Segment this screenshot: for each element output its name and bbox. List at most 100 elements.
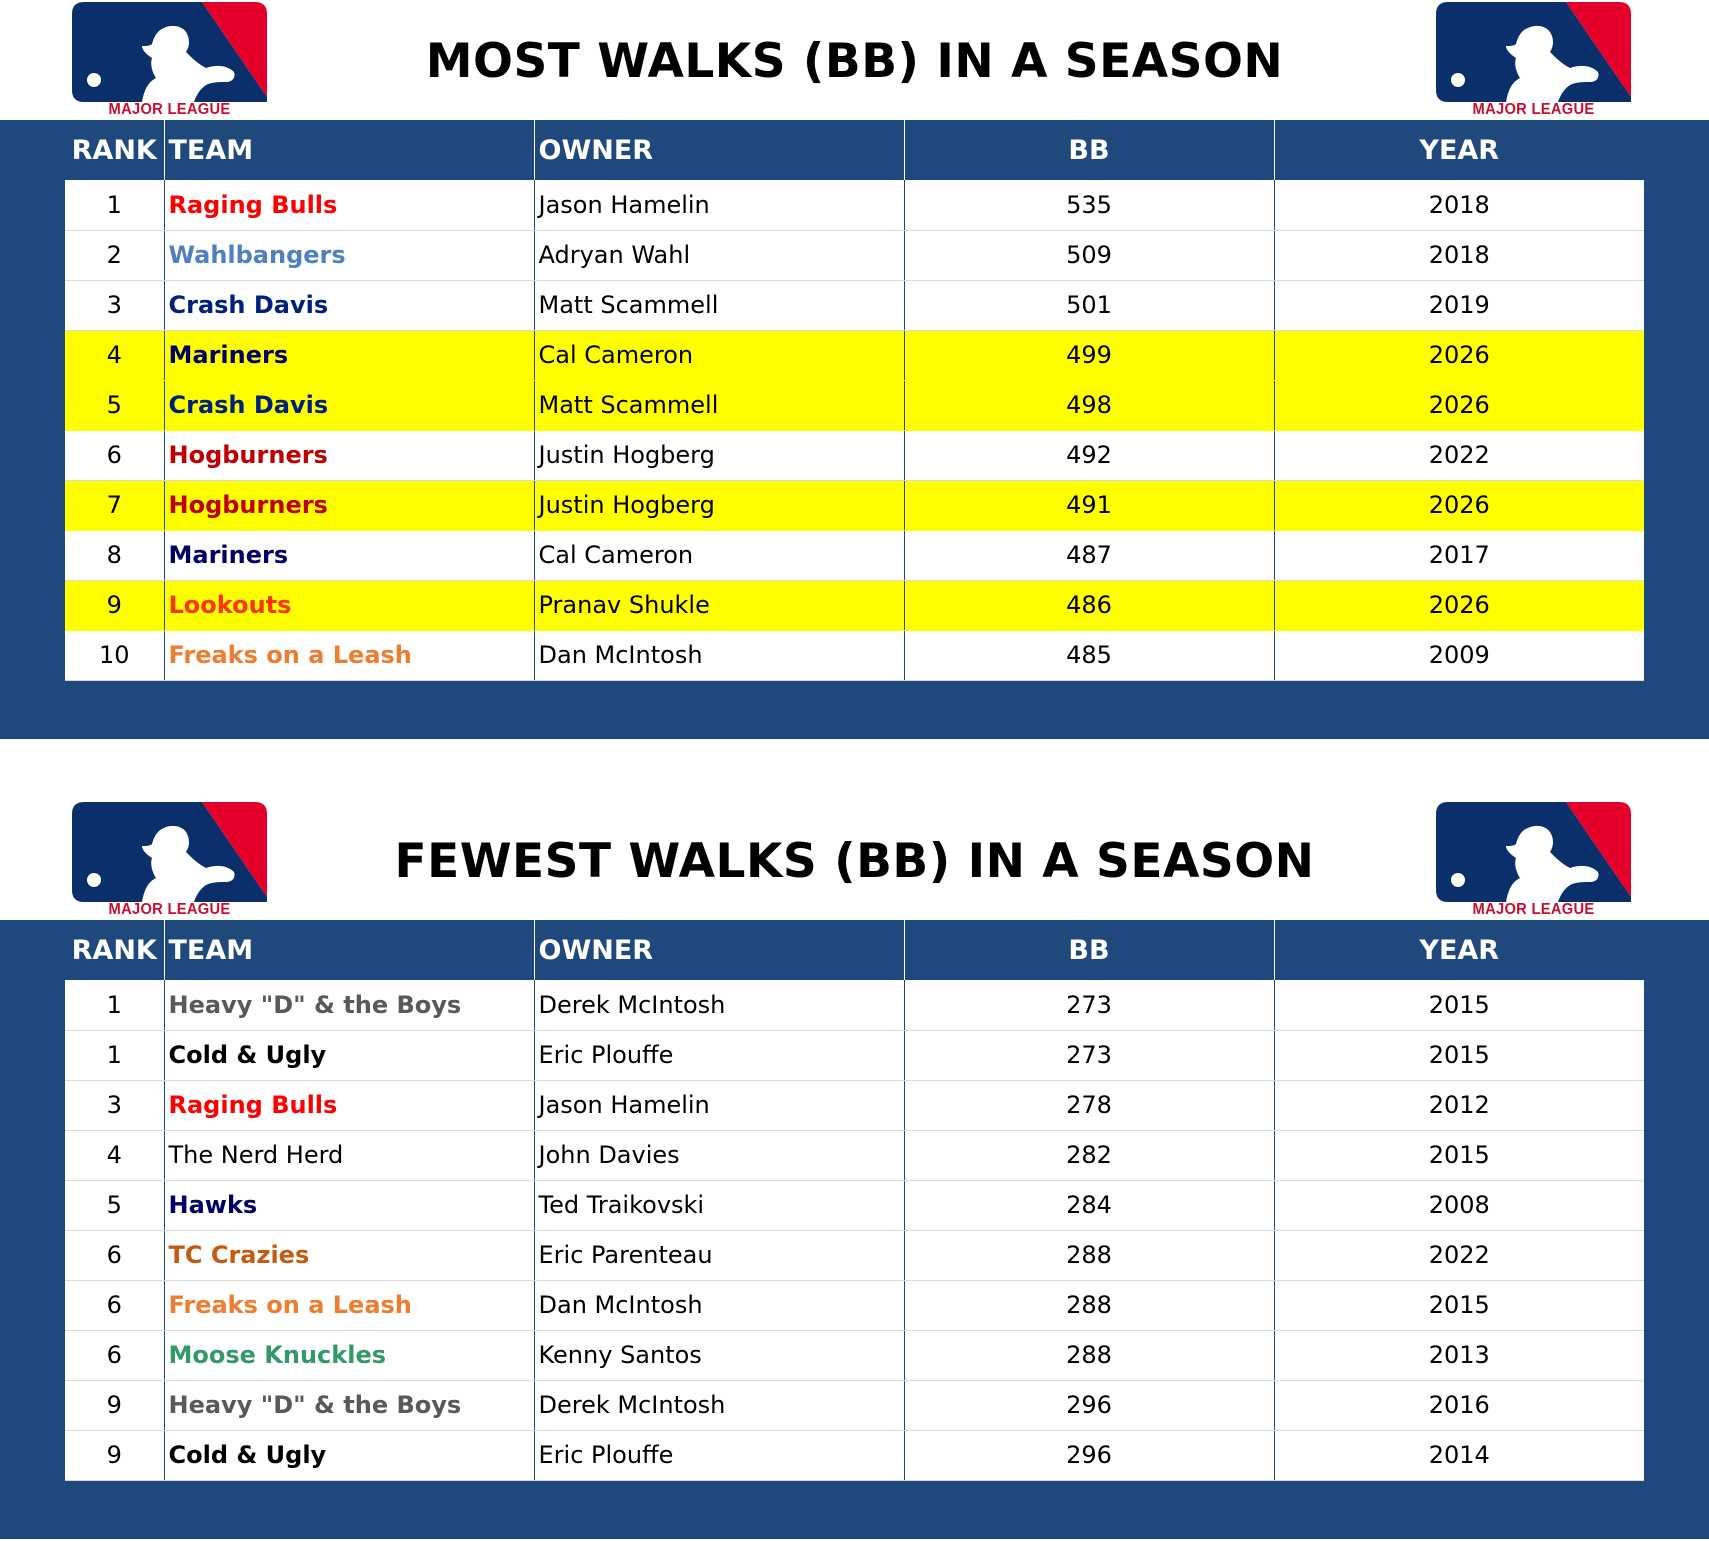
bb-cell: 535 bbox=[903, 180, 1274, 231]
table-row: 9 Cold & Ugly Eric Plouffe 296 2014 bbox=[65, 1430, 1644, 1481]
bb-cell: 509 bbox=[903, 230, 1274, 281]
bb-cell: 282 bbox=[903, 1130, 1274, 1181]
team-cell: Mariners bbox=[163, 330, 534, 381]
rank-cell: 6 bbox=[65, 1280, 164, 1331]
table-row: 5 Crash Davis Matt Scammell 498 2026 bbox=[65, 380, 1644, 431]
bb-cell: 284 bbox=[903, 1180, 1274, 1231]
table-panel: RANK TEAM OWNER BB YEAR 1 Heavy "D" & the… bbox=[0, 920, 1709, 1539]
year-cell: 2015 bbox=[1273, 1030, 1644, 1081]
owner-cell: Cal Cameron bbox=[533, 330, 904, 381]
col-header-bb: BB bbox=[903, 920, 1274, 980]
owner-cell: Jason Hamelin bbox=[533, 1080, 904, 1131]
bb-cell: 499 bbox=[903, 330, 1274, 381]
year-cell: 2026 bbox=[1273, 330, 1644, 381]
year-cell: 2012 bbox=[1273, 1080, 1644, 1131]
rank-cell: 8 bbox=[65, 530, 164, 581]
table-row: 9 Lookouts Pranav Shukle 486 2026 bbox=[65, 580, 1644, 631]
table-row: 6 Hogburners Justin Hogberg 492 2022 bbox=[65, 430, 1644, 481]
table-row: 6 Freaks on a Leash Dan McIntosh 288 2015 bbox=[65, 1280, 1644, 1331]
rank-cell: 4 bbox=[65, 1130, 164, 1181]
table-row: 1 Raging Bulls Jason Hamelin 535 2018 bbox=[65, 180, 1644, 231]
page-title: FEWEST WALKS (BB) IN A SEASON bbox=[394, 834, 1315, 889]
col-header-year: YEAR bbox=[1273, 120, 1644, 180]
col-header-bb: BB bbox=[903, 120, 1274, 180]
team-cell: Heavy "D" & the Boys bbox=[163, 1380, 534, 1431]
table-row: 1 Heavy "D" & the Boys Derek McIntosh 273 20… bbox=[65, 980, 1644, 1031]
owner-cell: Derek McIntosh bbox=[533, 1380, 904, 1431]
year-cell: 2015 bbox=[1273, 1130, 1644, 1181]
bb-cell: 273 bbox=[903, 1030, 1274, 1081]
year-cell: 2009 bbox=[1273, 630, 1644, 681]
bb-cell: 486 bbox=[903, 580, 1274, 631]
owner-cell: Derek McIntosh bbox=[533, 980, 904, 1031]
header-row: RANK TEAM OWNER BB YEAR bbox=[65, 920, 1644, 980]
owner-cell: Ted Traikovski bbox=[533, 1180, 904, 1231]
bb-cell: 273 bbox=[903, 980, 1274, 1031]
owner-cell: Eric Parenteau bbox=[533, 1230, 904, 1281]
owner-cell: Kenny Santos bbox=[533, 1330, 904, 1381]
team-cell: Crash Davis bbox=[163, 280, 534, 331]
table-row: 1 Cold & Ugly Eric Plouffe 273 2015 bbox=[65, 1030, 1644, 1081]
team-cell: Hawks bbox=[163, 1180, 534, 1231]
team-cell: Freaks on a Leash bbox=[163, 630, 534, 681]
rank-cell: 5 bbox=[65, 1180, 164, 1231]
team-cell: Heavy "D" & the Boys bbox=[163, 980, 534, 1031]
team-cell: Raging Bulls bbox=[163, 1080, 534, 1131]
table-row: 9 Heavy "D" & the Boys Derek McIntosh 296 20… bbox=[65, 1380, 1644, 1431]
col-header-rank: RANK bbox=[71, 134, 157, 166]
bb-cell: 492 bbox=[903, 430, 1274, 481]
bb-cell: 278 bbox=[903, 1080, 1274, 1131]
table-row: 3 Raging Bulls Jason Hamelin 278 2012 bbox=[65, 1080, 1644, 1131]
bb-cell: 288 bbox=[903, 1280, 1274, 1331]
bb-cell: 485 bbox=[903, 630, 1274, 681]
owner-cell: Dan McIntosh bbox=[533, 1280, 904, 1331]
year-cell: 2008 bbox=[1273, 1180, 1644, 1231]
year-cell: 2026 bbox=[1273, 480, 1644, 531]
col-header-owner: OWNER bbox=[533, 920, 904, 980]
table-row: 10 Freaks on a Leash Dan McIntosh 485 2009 bbox=[65, 630, 1644, 681]
table-row: 4 The Nerd Herd John Davies 282 2015 bbox=[65, 1130, 1644, 1181]
owner-cell: Jason Hamelin bbox=[533, 180, 904, 231]
col-header-team: TEAM bbox=[163, 920, 534, 980]
rank-cell: 1 bbox=[65, 180, 164, 231]
team-cell: Moose Knuckles bbox=[163, 1330, 534, 1381]
team-cell: Mariners bbox=[163, 530, 534, 581]
mlb-logo-icon bbox=[1436, 802, 1631, 902]
mlb-logo: MAJOR LEAGUE BASEBALL bbox=[72, 802, 267, 936]
mlb-logo-icon bbox=[72, 802, 267, 902]
year-cell: 2015 bbox=[1273, 1280, 1644, 1331]
rank-cell: 6 bbox=[65, 1230, 164, 1281]
team-cell: Lookouts bbox=[163, 580, 534, 631]
bb-cell: 296 bbox=[903, 1380, 1274, 1431]
year-cell: 2017 bbox=[1273, 530, 1644, 581]
rank-cell: 1 bbox=[65, 980, 164, 1031]
owner-cell: Pranav Shukle bbox=[533, 580, 904, 631]
rank-cell: 5 bbox=[65, 380, 164, 431]
rank-cell: 9 bbox=[65, 1380, 164, 1431]
team-cell: TC Crazies bbox=[163, 1230, 534, 1281]
owner-cell: Adryan Wahl bbox=[533, 230, 904, 281]
bb-cell: 288 bbox=[903, 1230, 1274, 1281]
year-cell: 2022 bbox=[1273, 1230, 1644, 1281]
rank-cell: 7 bbox=[65, 480, 164, 531]
bb-cell: 296 bbox=[903, 1430, 1274, 1481]
year-cell: 2018 bbox=[1273, 230, 1644, 281]
team-cell: Cold & Ugly bbox=[163, 1430, 534, 1481]
rank-cell: 2 bbox=[65, 230, 164, 281]
owner-cell: Eric Plouffe bbox=[533, 1430, 904, 1481]
rank-cell: 3 bbox=[65, 1080, 164, 1131]
rank-cell: 9 bbox=[65, 580, 164, 631]
team-cell: Wahlbangers bbox=[163, 230, 534, 281]
team-cell: Cold & Ugly bbox=[163, 1030, 534, 1081]
year-cell: 2016 bbox=[1273, 1380, 1644, 1431]
year-cell: 2018 bbox=[1273, 180, 1644, 231]
rank-cell: 6 bbox=[65, 430, 164, 481]
owner-cell: Eric Plouffe bbox=[533, 1030, 904, 1081]
bb-cell: 491 bbox=[903, 480, 1274, 531]
year-cell: 2014 bbox=[1273, 1430, 1644, 1481]
table-row: 6 TC Crazies Eric Parenteau 288 2022 bbox=[65, 1230, 1644, 1281]
owner-cell: Cal Cameron bbox=[533, 530, 904, 581]
col-header-owner: OWNER bbox=[533, 120, 904, 180]
table-row: 2 Wahlbangers Adryan Wahl 509 2018 bbox=[65, 230, 1644, 281]
owner-cell: Matt Scammell bbox=[533, 280, 904, 331]
